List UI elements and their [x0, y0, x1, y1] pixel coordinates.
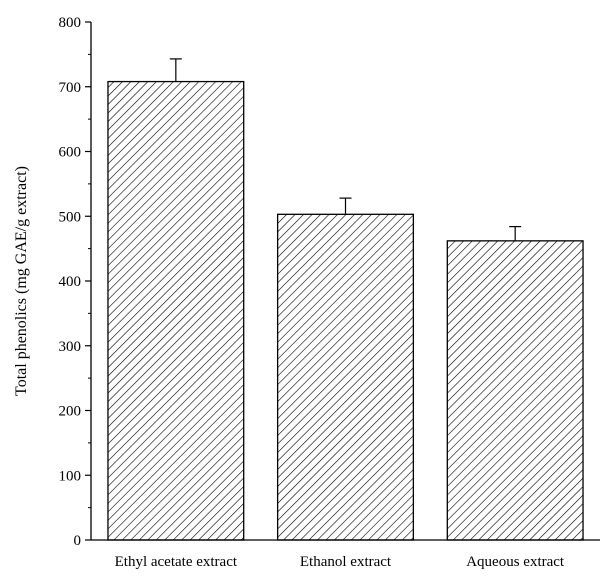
y-tick-label: 200	[59, 404, 82, 420]
y-tick-label: 300	[59, 339, 82, 355]
y-tick-label: 500	[59, 209, 82, 225]
x-tick-label: Ethanol extract	[300, 554, 392, 570]
error-bars-group	[169, 58, 522, 241]
x-tick-label: Aqueous extract	[466, 554, 565, 570]
y-tick-label: 100	[59, 468, 82, 484]
y-tick-label: 400	[59, 274, 82, 290]
y-ticks-group: 0 100 200 300 400 500 600 700 800	[59, 15, 91, 549]
y-axis-title: Total phenolics (mg GAE/g extract)	[13, 166, 30, 396]
x-ticks-group: Ethyl acetate extract Ethanol extract Aque…	[115, 554, 565, 570]
y-tick-label: 800	[59, 15, 82, 31]
y-tick-label: 600	[59, 145, 82, 161]
bar	[107, 80, 245, 541]
x-tick-label: Ethyl acetate extract	[115, 554, 238, 570]
y-tick-label: 700	[59, 80, 82, 96]
bars-group	[107, 80, 584, 541]
bar	[276, 213, 415, 541]
y-tick-label: 0	[74, 533, 82, 549]
bar	[446, 240, 584, 541]
